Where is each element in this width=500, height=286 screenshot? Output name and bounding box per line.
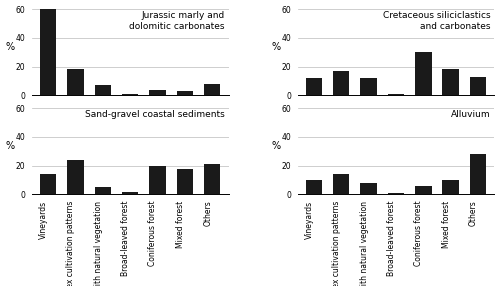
Bar (306, 78, 322, 95)
Bar (360, 183, 377, 194)
Bar (415, 186, 432, 194)
Bar (176, 169, 193, 194)
Bar (388, 94, 404, 95)
Bar (40, 174, 56, 194)
Text: Alluvium: Alluvium (451, 110, 490, 119)
Bar (204, 164, 220, 194)
Bar (122, 192, 138, 194)
Bar (306, 180, 322, 194)
Y-axis label: %: % (6, 42, 15, 52)
Bar (442, 69, 459, 95)
Bar (442, 180, 459, 194)
Bar (94, 187, 111, 194)
Y-axis label: %: % (272, 42, 280, 52)
Bar (204, 84, 220, 95)
Bar (94, 85, 111, 95)
Bar (360, 78, 377, 95)
Text: Jurassic marly and
dolomitic carbonates: Jurassic marly and dolomitic carbonates (129, 11, 224, 31)
Bar (150, 166, 166, 194)
Bar (470, 154, 486, 194)
Bar (415, 52, 432, 95)
Bar (333, 71, 349, 95)
Y-axis label: %: % (6, 141, 15, 151)
Text: Cretaceous siliciclastics
and carbonates: Cretaceous siliciclastics and carbonates (383, 11, 490, 31)
Bar (176, 91, 193, 95)
Bar (150, 90, 166, 95)
Text: Sand-gravel coastal sediments: Sand-gravel coastal sediments (85, 110, 224, 119)
Bar (40, 9, 56, 95)
Bar (67, 160, 84, 194)
Y-axis label: %: % (272, 141, 280, 151)
Bar (333, 174, 349, 194)
Bar (388, 193, 404, 194)
Bar (470, 77, 486, 95)
Bar (67, 69, 84, 95)
Bar (122, 94, 138, 95)
